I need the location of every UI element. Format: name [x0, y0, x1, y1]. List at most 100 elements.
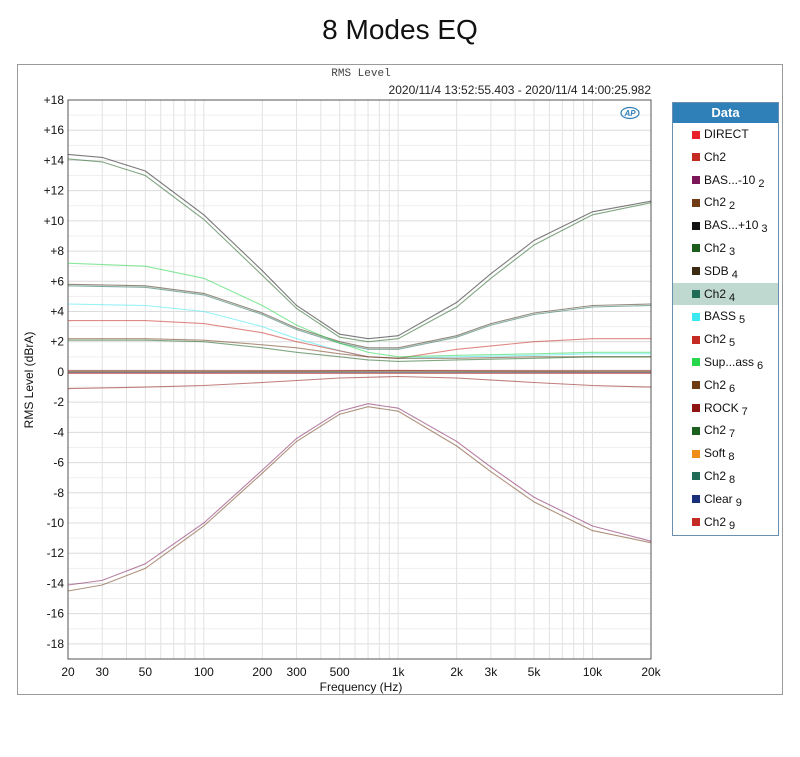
series-line-3 [67, 403, 652, 586]
svg-text:AP: AP [623, 109, 636, 118]
legend-label: Ch2 6 [704, 377, 736, 395]
y-tick-label: +8 [50, 244, 64, 258]
legend-item[interactable]: Sup...ass 6 [673, 351, 778, 374]
legend-item[interactable]: DIRECT [673, 123, 778, 146]
y-tick-label: 0 [57, 365, 64, 379]
legend-item[interactable]: Ch2 5 [673, 328, 778, 351]
plot-area [67, 99, 652, 660]
legend-swatch [692, 198, 700, 207]
y-tick-label: -16 [47, 607, 65, 621]
legend-item[interactable]: Ch2 3 [673, 237, 778, 260]
legend-label: Ch2 9 [704, 514, 736, 532]
x-tick-label: 2k [450, 665, 464, 679]
legend-index: 6 [729, 382, 736, 395]
y-tick-label: -14 [47, 576, 65, 590]
legend-item[interactable]: SDB 4 [673, 260, 778, 283]
legend-item[interactable]: Ch2 2 [673, 191, 778, 214]
legend-item[interactable]: Clear 9 [673, 488, 778, 511]
series-line-12 [68, 338, 651, 359]
y-tick-label: -6 [53, 456, 64, 470]
chart-frame [17, 64, 783, 695]
legend-index: 5 [729, 337, 736, 350]
x-tick-label: 300 [287, 665, 307, 679]
series-line-11 [67, 262, 651, 358]
legend-swatch [692, 176, 700, 185]
y-tick-label: -10 [47, 516, 65, 530]
grid-lines [67, 99, 652, 660]
legend-label: SDB 4 [704, 263, 738, 281]
y-tick-label: +16 [44, 123, 65, 137]
legend-label: Ch2 2 [704, 195, 736, 213]
series-line-9 [67, 303, 651, 359]
legend-item[interactable]: BAS...+10 3 [673, 214, 778, 237]
x-tick-label: 200 [252, 665, 272, 679]
ap-logo: AP [620, 106, 640, 120]
legend-label: Ch2 8 [704, 468, 736, 486]
legend-swatch [692, 449, 700, 458]
time-range: 2020/11/4 13:52:55.403 - 2020/11/4 14:00… [389, 83, 652, 97]
legend-item[interactable]: Ch2 7 [673, 419, 778, 442]
series-line-10 [68, 320, 651, 359]
legend-index: 7 [741, 405, 748, 418]
legend-label: BASS 5 [704, 309, 746, 327]
legend-title: Data [673, 103, 778, 123]
legend-panel: Data DIRECT Ch2 BAS...-10 2 Ch2 2 BAS...+10 3 Ch… [672, 102, 779, 536]
page-title: 8 Modes EQ [322, 14, 478, 45]
legend-index: 5 [739, 314, 746, 327]
x-tick-label: 100 [194, 665, 214, 679]
legend-index: 9 [735, 496, 742, 509]
legend-item[interactable]: BAS...-10 2 [673, 169, 778, 192]
y-tick-label: +4 [50, 305, 64, 319]
y-tick-label: +10 [44, 214, 65, 228]
x-tick-label: 500 [330, 665, 350, 679]
legend-list: DIRECT Ch2 BAS...-10 2 Ch2 2 BAS...+10 3 Ch2 3 SDB… [673, 123, 778, 533]
y-tick-label: -8 [53, 486, 64, 500]
plot-title: RMS Level [331, 68, 390, 80]
legend-item[interactable]: BASS 5 [673, 305, 778, 328]
y-tick-label: +2 [50, 335, 64, 349]
series-line-4 [67, 406, 652, 592]
x-tick-label: 1k [392, 665, 406, 679]
y-tick-labels: +18 +16 +14 +12 +10 +8 +6 +4 +2 0 -2 -4 -6 -8 -10 -12 -1… [44, 93, 65, 651]
y-axis-label: RMS Level (dBrA) [22, 332, 36, 429]
legend-swatch [692, 244, 700, 253]
legend-index: 9 [729, 519, 736, 532]
series-line-6 [67, 158, 652, 343]
y-tick-label: +14 [44, 153, 65, 167]
legend-label: BAS...+10 3 [704, 218, 768, 236]
legend-index: 3 [761, 223, 768, 236]
legend-item[interactable]: Soft 8 [673, 442, 778, 465]
legend-swatch [692, 495, 700, 504]
legend-swatch [692, 426, 700, 435]
legend-index: 7 [729, 428, 736, 441]
legend-label: Ch2 4 [704, 286, 736, 304]
legend-swatch [692, 267, 700, 276]
x-tick-label: 10k [583, 665, 603, 679]
legend-item[interactable]: Ch2 4 [673, 282, 778, 306]
legend-item[interactable]: Ch2 9 [673, 511, 778, 534]
legend-index: 4 [729, 291, 736, 304]
y-tick-label: +12 [44, 184, 65, 198]
legend-item[interactable]: ROCK 7 [673, 397, 778, 420]
legend-item[interactable]: Ch2 [673, 146, 778, 169]
legend-label: DIRECT [704, 127, 749, 141]
y-tick-label: -12 [47, 546, 65, 560]
legend-item[interactable]: Ch2 8 [673, 465, 778, 488]
x-tick-label: 20k [641, 665, 661, 679]
x-tick-label: 30 [96, 665, 110, 679]
legend-swatch [692, 404, 700, 413]
y-tick-label: -2 [53, 395, 64, 409]
legend-swatch [692, 130, 700, 139]
series-line-7 [67, 283, 652, 349]
legend-index: 8 [728, 451, 735, 464]
x-tick-label: 3k [485, 665, 499, 679]
legend-swatch [692, 518, 700, 527]
legend-index: 8 [729, 473, 736, 486]
legend-item[interactable]: Ch2 6 [673, 374, 778, 397]
x-tick-labels: 20 30 50 100 200 300 500 1k 2k 3k 5k 10k 20k [61, 665, 661, 679]
legend-label: Ch2 [704, 149, 727, 164]
legend-swatch [692, 312, 700, 321]
series-line-8 [67, 285, 652, 350]
x-axis-label: Frequency (Hz) [320, 680, 403, 694]
